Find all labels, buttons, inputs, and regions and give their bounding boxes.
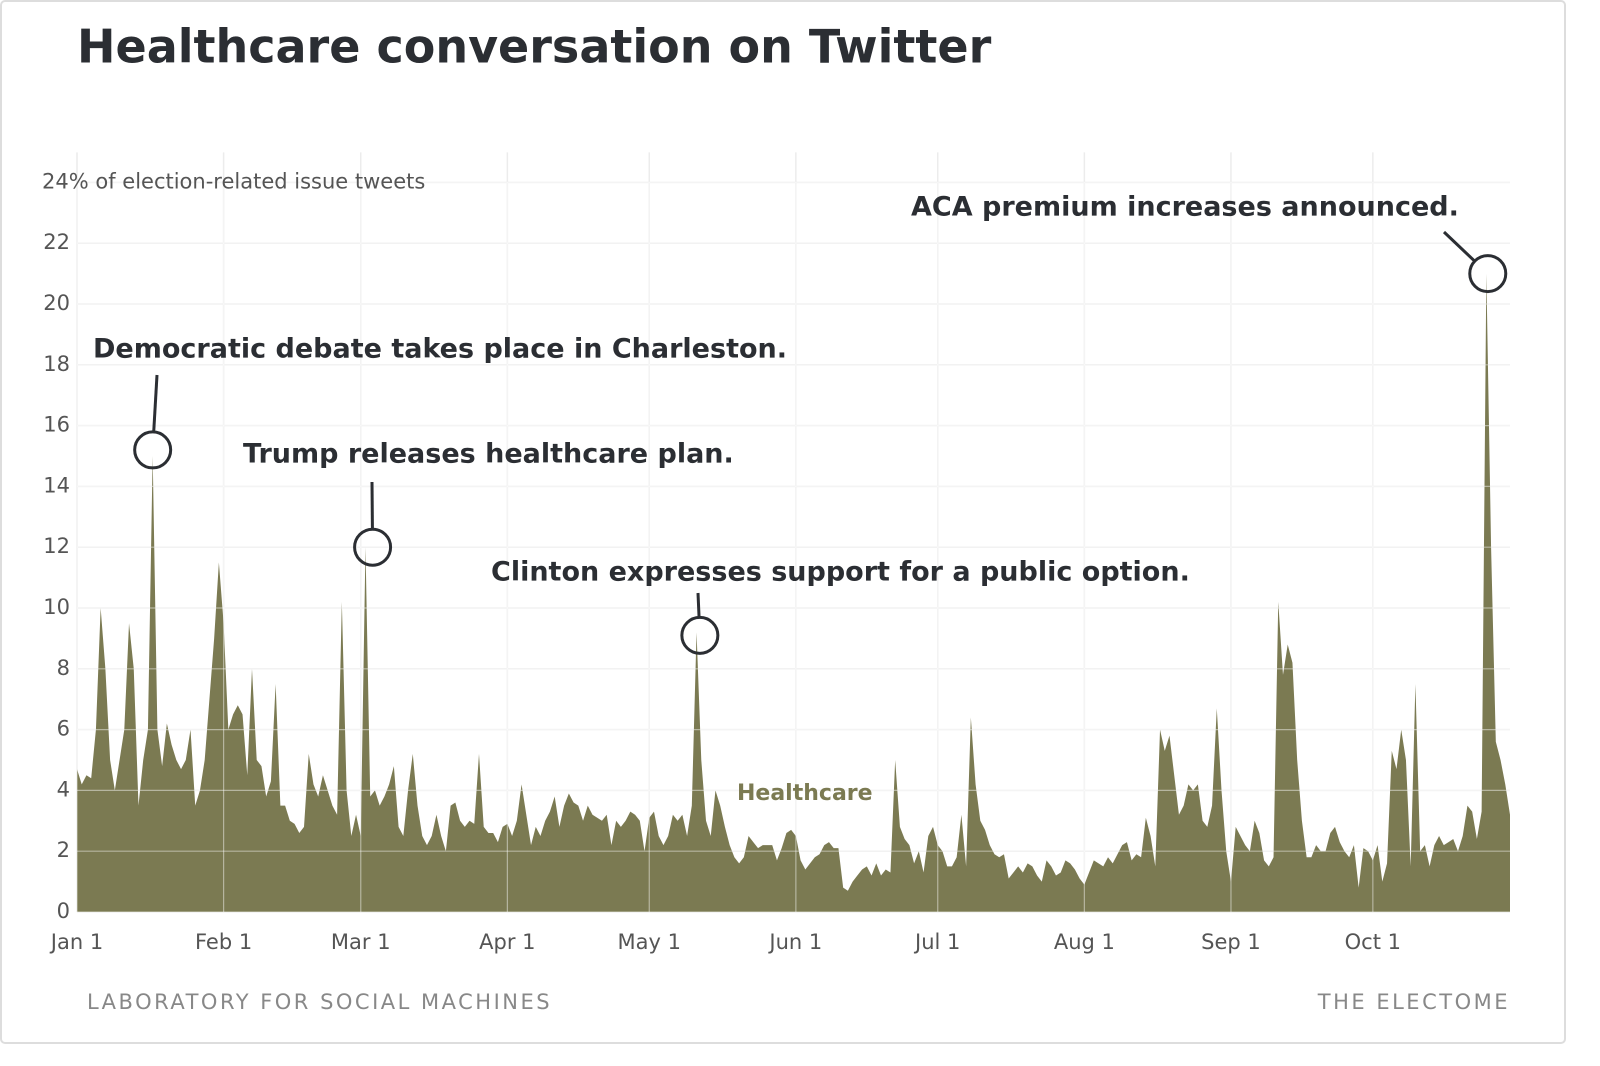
- y-tick-label: 16: [43, 413, 70, 437]
- x-tick-label: Aug 1: [1054, 930, 1115, 954]
- chart-title: Healthcare conversation on Twitter: [77, 20, 992, 74]
- x-tick-label: Sep 1: [1201, 930, 1261, 954]
- x-tick-label: Mar 1: [331, 930, 391, 954]
- x-tick-label: Jun 1: [767, 930, 822, 954]
- x-tick-label: Jan 1: [49, 930, 103, 954]
- y-tick-label: 18: [43, 352, 70, 376]
- y-axis-title: 24% of election-related issue tweets: [42, 169, 425, 193]
- x-tick-label: Apr 1: [479, 930, 535, 954]
- y-tick-label: 20: [43, 291, 70, 315]
- y-tick-label: 4: [57, 777, 70, 801]
- annotation-leader: [1442, 230, 1476, 263]
- source: LABORATORY FOR SOCIAL MACHINES: [87, 990, 552, 1014]
- x-tick-label: Feb 1: [195, 930, 252, 954]
- annotation-leader: [152, 374, 159, 433]
- annotation-text: Trump releases healthcare plan.: [243, 439, 734, 470]
- x-tick-label: May 1: [618, 930, 681, 954]
- area: [77, 273, 1510, 913]
- annotation-circle: [1468, 254, 1508, 294]
- y-tick-label: 10: [43, 595, 70, 619]
- y-tick-label: 6: [57, 717, 70, 741]
- y-tick-label: 12: [43, 534, 70, 558]
- y-tick-label: 0: [57, 899, 70, 923]
- x-tick-label: Jul 1: [913, 930, 960, 954]
- annotation-circle: [680, 615, 720, 655]
- series-label: Healthcare: [737, 781, 873, 806]
- y-tick-label: 2: [57, 838, 70, 862]
- y-tick-label: 8: [57, 656, 70, 680]
- y-tick-label: 14: [43, 473, 70, 497]
- annotation-text: Democratic debate takes place in Charles…: [93, 334, 787, 365]
- annotation-circle: [133, 430, 173, 470]
- annotation-text: ACA premium increases announced.: [911, 192, 1459, 223]
- annotation-text: Clinton expresses support for a public o…: [491, 557, 1190, 588]
- credit: THE ELECTOME: [1317, 990, 1510, 1014]
- annotation-leader: [696, 592, 701, 618]
- x-tick-label: Oct 1: [1345, 930, 1401, 954]
- y-tick-label: 22: [43, 230, 70, 254]
- annotation-circle: [353, 527, 393, 567]
